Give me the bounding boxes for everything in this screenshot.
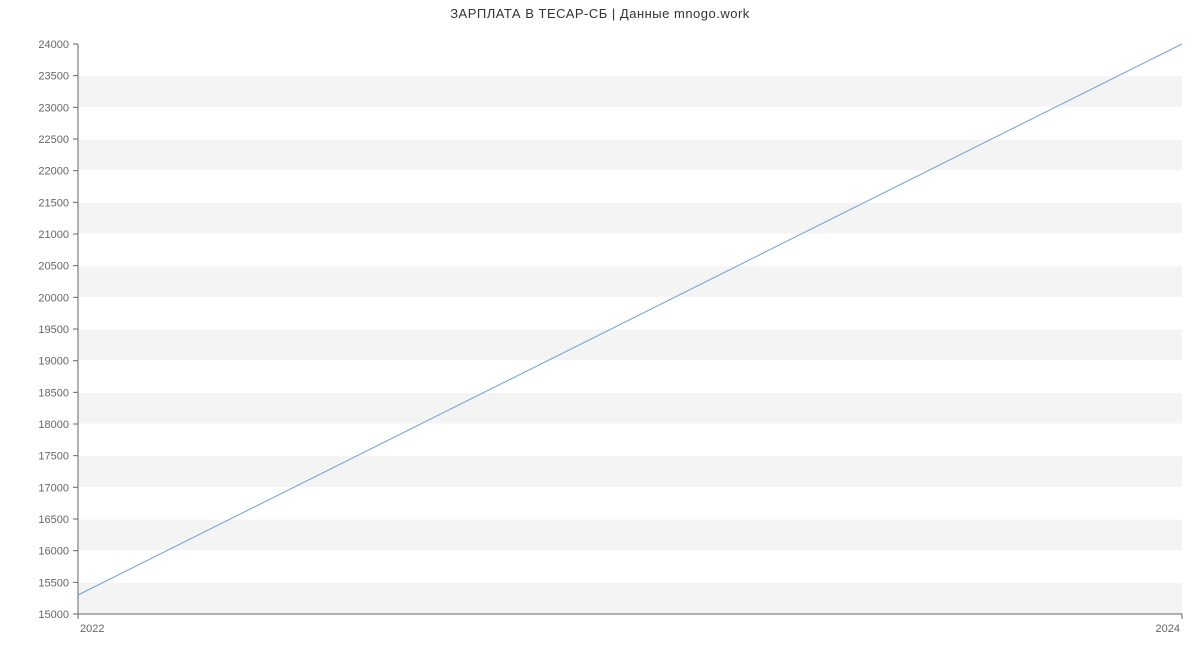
svg-text:15000: 15000 bbox=[38, 609, 69, 621]
chart-title: ЗАРПЛАТА В ТЕСАР-СБ | Данные mnogo.work bbox=[0, 6, 1200, 21]
svg-text:21500: 21500 bbox=[38, 197, 69, 209]
svg-text:2022: 2022 bbox=[80, 623, 104, 635]
svg-text:24000: 24000 bbox=[38, 39, 69, 51]
svg-text:18500: 18500 bbox=[38, 387, 69, 399]
svg-text:22500: 22500 bbox=[38, 134, 69, 146]
svg-text:23000: 23000 bbox=[38, 102, 69, 114]
svg-text:21000: 21000 bbox=[38, 229, 69, 241]
svg-text:17500: 17500 bbox=[38, 451, 69, 463]
svg-text:15500: 15500 bbox=[38, 577, 69, 589]
svg-text:20000: 20000 bbox=[38, 292, 69, 304]
salary-line-chart: ЗАРПЛАТА В ТЕСАР-СБ | Данные mnogo.work … bbox=[0, 0, 1200, 650]
svg-text:19000: 19000 bbox=[38, 356, 69, 368]
chart-svg: 15000 15500 16000 16500 17000 17500 18000 18500… bbox=[0, 0, 1200, 650]
svg-text:16000: 16000 bbox=[38, 546, 69, 558]
svg-text:20500: 20500 bbox=[38, 261, 69, 273]
svg-text:22000: 22000 bbox=[38, 166, 69, 178]
svg-text:19500: 19500 bbox=[38, 324, 69, 336]
svg-text:18000: 18000 bbox=[38, 419, 69, 431]
svg-text:16500: 16500 bbox=[38, 514, 69, 526]
svg-text:23500: 23500 bbox=[38, 71, 69, 83]
svg-text:17000: 17000 bbox=[38, 482, 69, 494]
svg-text:2024: 2024 bbox=[1156, 623, 1180, 635]
